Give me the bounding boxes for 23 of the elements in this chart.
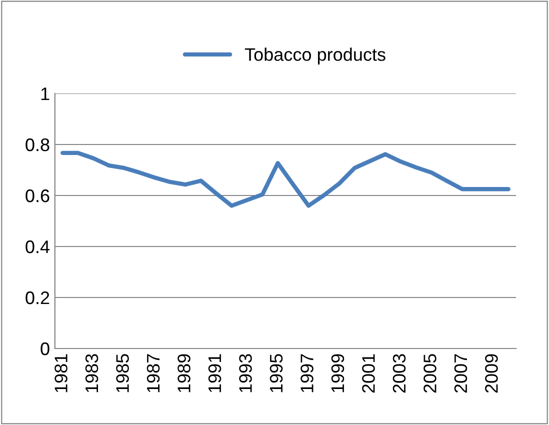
x-tick-label: 1985 — [116, 354, 129, 392]
x-tick-label: 1991 — [208, 354, 222, 392]
x-tick-label: 2001 — [362, 354, 375, 393]
line-series — [60, 150, 510, 208]
y-tick-label: 0 — [40, 342, 50, 356]
legend-label: Tobacco products — [244, 48, 386, 64]
x-tick-label: 1989 — [178, 354, 190, 392]
x-tick-label: 1993 — [239, 354, 252, 392]
y-tick-label: 0.4 — [26, 240, 50, 254]
x-tick-label: 2003 — [392, 354, 406, 393]
x-tick-label: 1981 — [54, 354, 68, 392]
y-tick-label: 1 — [41, 88, 50, 100]
x-tick-label: 1999 — [331, 354, 344, 392]
x-tick-label: 2005 — [424, 354, 436, 393]
x-tick-label: 1997 — [300, 354, 314, 392]
y-tick-label: 0.6 — [26, 189, 50, 202]
x-tick-label: 1987 — [146, 354, 160, 392]
x-tick-label: 1995 — [270, 354, 283, 392]
x-tick-label: 2007 — [454, 354, 468, 393]
x-tick-label: 1983 — [85, 354, 98, 392]
y-tick-label: 0.2 — [26, 291, 50, 304]
y-tick-label: 0.8 — [26, 138, 50, 152]
x-tick-label: 2009 — [485, 354, 498, 393]
